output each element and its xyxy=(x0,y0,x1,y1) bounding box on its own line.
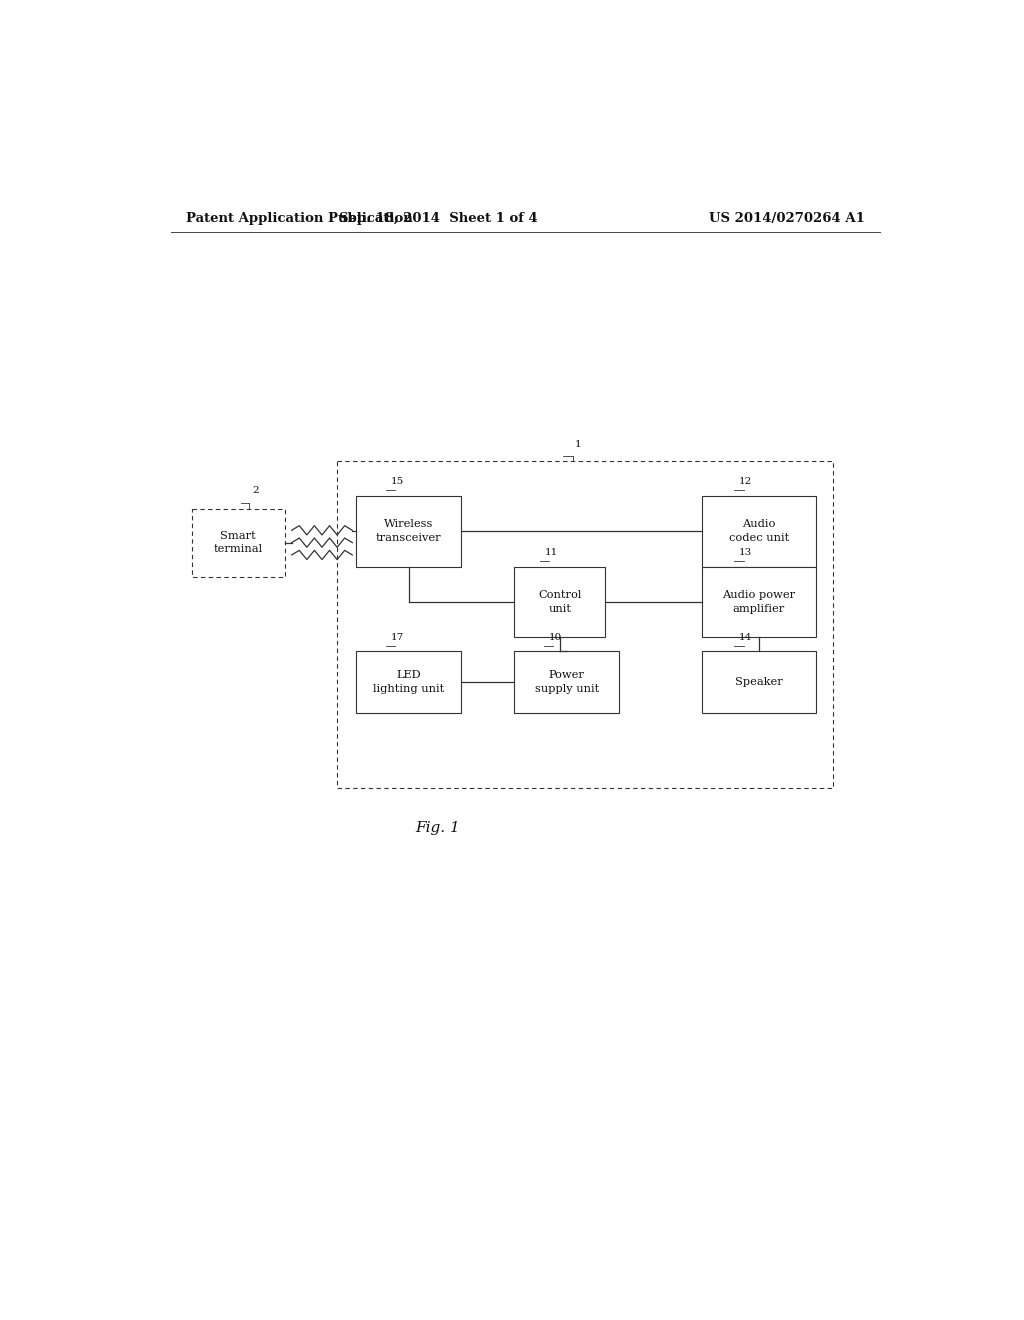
Text: Wireless
transceiver: Wireless transceiver xyxy=(376,520,441,543)
Text: 11: 11 xyxy=(545,548,558,557)
Text: 17: 17 xyxy=(390,634,403,642)
Text: Fig. 1: Fig. 1 xyxy=(416,821,461,836)
Bar xyxy=(191,508,285,577)
Bar xyxy=(514,566,605,638)
Text: Speaker: Speaker xyxy=(735,677,782,686)
Text: 12: 12 xyxy=(739,478,753,487)
Text: Audio
codec unit: Audio codec unit xyxy=(729,520,788,543)
Text: Power
supply unit: Power supply unit xyxy=(535,671,599,693)
Text: Patent Application Publication: Patent Application Publication xyxy=(186,213,413,224)
Text: US 2014/0270264 A1: US 2014/0270264 A1 xyxy=(710,213,865,224)
Text: Smart
terminal: Smart terminal xyxy=(213,531,262,554)
Bar xyxy=(701,651,816,713)
Bar xyxy=(514,651,620,713)
Text: Control
unit: Control unit xyxy=(538,590,582,614)
Text: Sep. 18, 2014  Sheet 1 of 4: Sep. 18, 2014 Sheet 1 of 4 xyxy=(339,213,538,224)
Bar xyxy=(701,496,816,566)
Bar xyxy=(337,461,834,788)
Text: Audio power
amplifier: Audio power amplifier xyxy=(722,590,796,614)
Bar xyxy=(356,651,461,713)
Text: 15: 15 xyxy=(390,478,403,487)
Text: 10: 10 xyxy=(549,634,562,642)
Text: 14: 14 xyxy=(739,634,753,642)
Text: 13: 13 xyxy=(739,548,753,557)
Bar xyxy=(701,566,816,638)
Text: 1: 1 xyxy=(575,440,582,449)
Text: LED
lighting unit: LED lighting unit xyxy=(373,671,444,693)
Text: 2: 2 xyxy=(252,486,259,495)
Bar xyxy=(356,496,461,566)
